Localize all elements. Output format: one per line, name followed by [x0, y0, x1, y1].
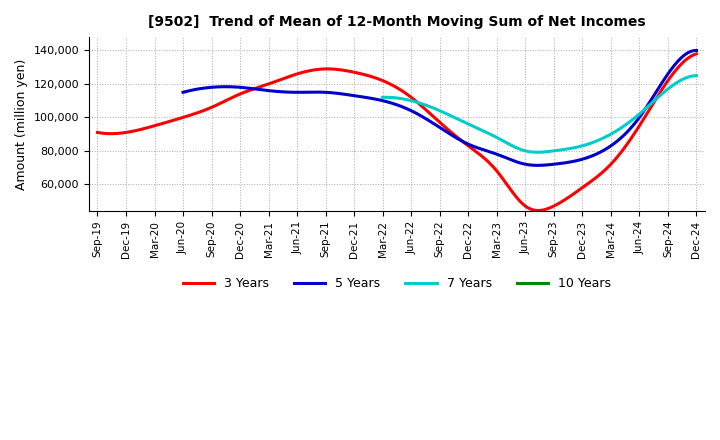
3 Years	[460, 140, 469, 145]
3 Years	[692, 51, 701, 56]
Line: 3 Years: 3 Years	[97, 54, 696, 210]
5 Years	[534, 163, 543, 168]
5 Years	[613, 138, 622, 143]
5 Years	[181, 89, 189, 95]
7 Years	[692, 73, 701, 78]
5 Years	[646, 99, 654, 104]
3 Years	[95, 130, 104, 136]
Title: [9502]  Trend of Mean of 12-Month Moving Sum of Net Incomes: [9502] Trend of Mean of 12-Month Moving …	[148, 15, 646, 29]
Line: 7 Years: 7 Years	[383, 76, 696, 152]
5 Years	[493, 152, 502, 157]
7 Years	[664, 86, 672, 92]
5 Years	[179, 90, 187, 95]
7 Years	[566, 146, 575, 151]
Line: 5 Years: 5 Years	[183, 51, 696, 165]
3 Years	[638, 118, 647, 124]
5 Years	[692, 48, 701, 53]
3 Years	[600, 168, 608, 173]
7 Years	[565, 146, 574, 151]
5 Years	[485, 149, 493, 154]
3 Years	[93, 130, 102, 135]
Y-axis label: Amount (million yen): Amount (million yen)	[15, 59, 28, 190]
3 Years	[534, 208, 542, 213]
7 Years	[572, 145, 580, 150]
7 Years	[533, 150, 541, 155]
7 Years	[379, 95, 388, 100]
5 Years	[482, 148, 491, 154]
3 Years	[448, 130, 456, 136]
7 Years	[379, 95, 387, 100]
3 Years	[450, 132, 459, 137]
Legend: 3 Years, 5 Years, 7 Years, 10 Years: 3 Years, 5 Years, 7 Years, 10 Years	[178, 272, 616, 295]
7 Years	[644, 104, 652, 109]
